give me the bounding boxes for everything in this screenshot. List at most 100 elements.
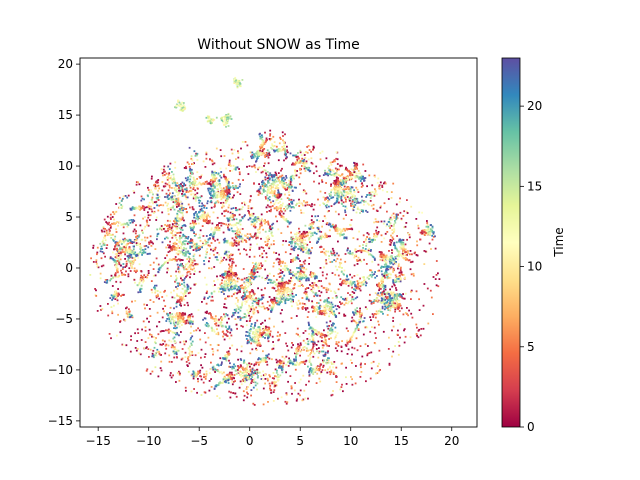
scatter-point [250,235,253,238]
scatter-point [305,298,308,301]
scatter-point [284,268,286,271]
scatter-point [290,279,293,282]
scatter-point [250,297,253,300]
scatter-point [96,253,98,256]
scatter-point [198,329,201,332]
scatter-point [322,344,325,347]
scatter-point [249,195,252,197]
scatter-point [129,222,132,224]
scatter-point [169,220,171,222]
scatter-point [212,365,215,368]
scatter-point [437,285,440,288]
scatter-point [167,213,170,216]
scatter-point [223,173,225,176]
scatter-point [130,261,133,264]
scatter-point [262,149,265,152]
scatter-point [122,223,125,226]
scatter-point [248,320,251,322]
scatter-point [257,154,260,156]
scatter-point [148,243,151,245]
scatter-point [292,276,295,279]
scatter-point [362,333,365,336]
scatter-point [241,206,244,208]
scatter-point [217,259,219,261]
scatter-point [184,194,187,197]
scatter-point [305,160,308,163]
scatter-point [198,270,201,273]
scatter-point [218,371,221,374]
scatter-point [383,237,386,240]
scatter-point [327,361,330,364]
scatter-point [290,277,292,279]
scatter-point [202,235,205,237]
scatter-point [242,374,244,377]
scatter-point [133,191,136,194]
scatter-point [242,390,245,393]
scatter-point [264,334,267,337]
scatter-point [256,371,259,374]
scatter-point [149,241,152,244]
scatter-point [257,311,260,314]
scatter-point [235,264,237,267]
scatter-point [100,229,103,232]
scatter-point [277,373,279,376]
scatter-point [116,270,118,272]
scatter-point [102,227,105,230]
scatter-point [304,170,307,172]
scatter-point [335,334,338,337]
scatter-point [259,226,261,229]
scatter-point [211,348,214,350]
scatter-point [286,188,288,191]
scatter-point [192,182,194,185]
scatter-point [190,155,193,158]
scatter-point [368,253,370,256]
scatter-point [416,326,418,329]
scatter-point [354,288,357,290]
scatter-point [132,219,135,221]
scatter-point [245,296,248,299]
scatter-point [99,277,102,280]
scatter-point [309,338,311,341]
scatter-point [108,230,111,232]
scatter-point [399,253,402,256]
scatter-point [259,135,262,138]
scatter-point [144,248,147,251]
scatter-point [197,352,200,354]
scatter-point [367,233,370,236]
scatter-point [429,289,432,292]
scatter-point [234,184,237,187]
scatter-point [388,364,391,366]
scatter-point [288,281,290,284]
scatter-point [390,191,393,193]
scatter-point [258,275,261,278]
scatter-point [126,255,129,257]
scatter-point [143,228,146,230]
scatter-point [187,347,190,350]
scatter-point [410,312,413,315]
scatter-point [260,306,263,308]
scatter-point [244,202,247,205]
scatter-point [379,206,382,209]
scatter-point [100,248,102,250]
scatter-point [251,289,253,291]
scatter-point [334,330,337,333]
scatter-point [216,384,219,387]
scatter-point [226,331,229,333]
scatter-point [259,145,261,148]
scatter-point [404,251,406,253]
scatter-point [147,224,150,227]
scatter-point [141,251,144,254]
scatter-point [297,254,299,257]
scatter-point [399,293,401,295]
scatter-point [392,320,394,322]
scatter-point [281,320,284,323]
scatter-point [193,184,196,187]
scatter-point [357,312,359,315]
scatter-point [264,196,267,198]
scatter-point [185,188,188,190]
scatter-point [252,156,255,159]
scatter-point [212,211,215,214]
scatter-point [340,386,343,388]
scatter-point [257,266,260,269]
scatter-point [273,380,276,383]
